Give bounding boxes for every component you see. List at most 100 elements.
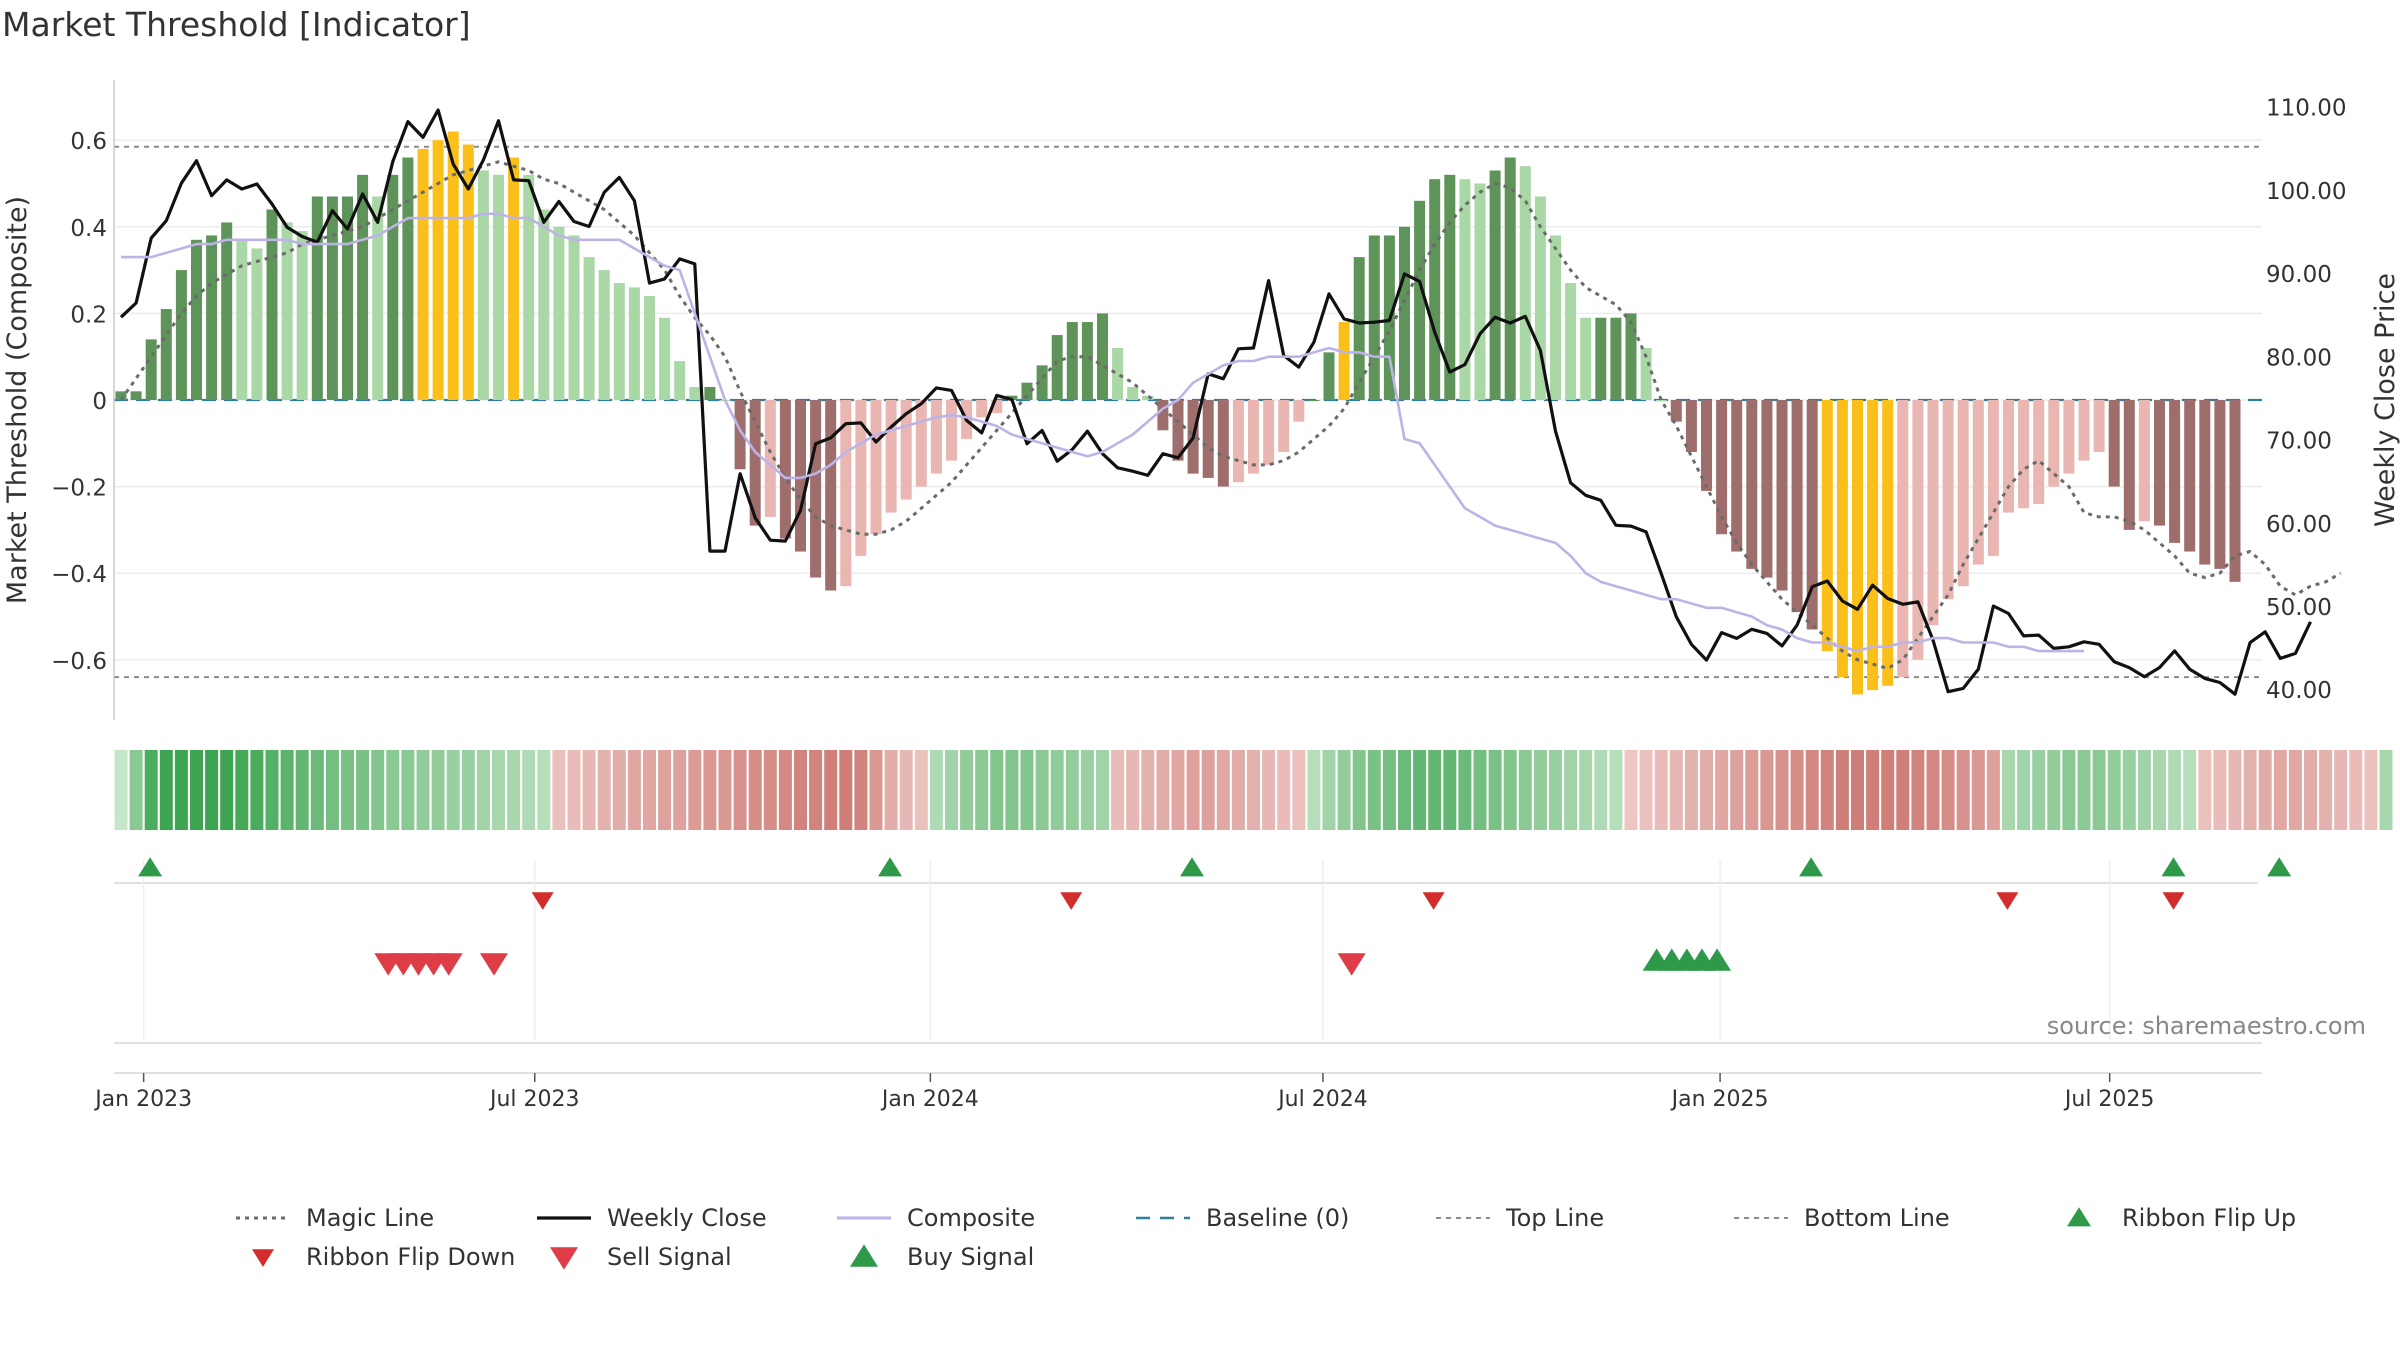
x-tick-label: Jul 2024 bbox=[1276, 1087, 1368, 1112]
legend-swatch bbox=[2067, 1207, 2091, 1227]
composite-bar bbox=[130, 391, 142, 400]
ribbon-cell bbox=[688, 750, 702, 830]
ribbon-cell bbox=[2198, 750, 2212, 830]
ribbon-cell bbox=[114, 750, 128, 830]
composite-bar bbox=[1308, 400, 1320, 401]
legend-entry: Composite bbox=[837, 1204, 1035, 1232]
ribbon-cell bbox=[643, 750, 656, 830]
composite-bar bbox=[1323, 352, 1335, 400]
composite-bar bbox=[825, 400, 837, 591]
ribbon-cell bbox=[1156, 750, 1170, 830]
composite-bar bbox=[1927, 400, 1939, 626]
composite-bar bbox=[1368, 235, 1380, 400]
composite-bar bbox=[281, 222, 293, 400]
ribbon-cell bbox=[673, 750, 687, 830]
ribbon-cell bbox=[824, 750, 838, 830]
legend-label: Buy Signal bbox=[907, 1243, 1034, 1271]
composite-bar bbox=[946, 400, 957, 461]
composite-bar bbox=[175, 270, 187, 400]
ribbon-cell bbox=[839, 750, 853, 830]
axes: −0.6 −0.4 −0.2 0 0.2 0.4 0.6 40.00 50.00 60.00 70.… bbox=[51, 80, 2346, 720]
composite-bar bbox=[1821, 400, 1833, 652]
composite-bar bbox=[1731, 400, 1743, 552]
composite-bar bbox=[1217, 400, 1229, 487]
composite-bar bbox=[1867, 400, 1879, 691]
composite-bar bbox=[387, 174, 399, 400]
ribbon-cell bbox=[2137, 750, 2151, 830]
composite-bar bbox=[1036, 365, 1048, 400]
ribbon-cell bbox=[2032, 750, 2046, 830]
y-left-tick-label: −0.6 bbox=[51, 649, 107, 675]
composite-bar bbox=[447, 131, 459, 401]
ribbon-cell bbox=[341, 750, 354, 830]
sell-signal-marker bbox=[1337, 953, 1366, 976]
ribbon-cell bbox=[1216, 750, 1230, 830]
ribbon-cell bbox=[205, 750, 219, 830]
ribbon-cell bbox=[899, 750, 913, 830]
ribbon-cell bbox=[1458, 750, 1472, 830]
ribbon-cell bbox=[612, 750, 626, 830]
composite-bar bbox=[1263, 400, 1275, 465]
ribbon-cell bbox=[2092, 750, 2106, 830]
ribbon-cell bbox=[1307, 750, 1321, 830]
composite-bar bbox=[2063, 400, 2075, 474]
composite-bar bbox=[221, 222, 233, 400]
ribbon-cell bbox=[1775, 750, 1789, 830]
ribbon-cell bbox=[1971, 750, 1985, 830]
composite-bar bbox=[734, 400, 746, 470]
composite-bar bbox=[145, 339, 157, 400]
x-tick-label: Jan 2025 bbox=[1670, 1087, 1769, 1112]
composite-bar bbox=[1912, 400, 1924, 660]
ribbon-cell bbox=[401, 750, 415, 830]
legend-swatch bbox=[252, 1249, 274, 1267]
ribbon-cell bbox=[1382, 750, 1396, 830]
ribbon-cell bbox=[1820, 750, 1834, 830]
source-note: source: sharemaestro.com bbox=[2047, 1012, 2366, 1040]
composite-bar bbox=[1942, 400, 1954, 600]
ribbon-cell bbox=[1835, 750, 1849, 830]
ribbon-cell bbox=[597, 750, 611, 830]
composite-bar bbox=[1836, 400, 1848, 678]
composite-bar bbox=[1791, 400, 1803, 613]
ribbon-cell bbox=[1367, 750, 1381, 830]
ribbon-cell bbox=[2107, 750, 2121, 830]
ribbon-cell bbox=[1277, 750, 1291, 830]
ribbon-cell bbox=[386, 750, 400, 830]
ribbon-cell bbox=[1398, 750, 1411, 830]
composite-bar bbox=[644, 296, 655, 400]
composite-bar bbox=[704, 387, 716, 400]
composite-bar bbox=[1293, 400, 1305, 422]
composite-bar bbox=[795, 400, 806, 552]
ribbon-cell bbox=[1247, 750, 1260, 830]
ribbon-cell bbox=[1624, 750, 1638, 830]
composite-bar bbox=[1142, 395, 1154, 400]
composite-bar bbox=[372, 196, 384, 400]
ribbon-cell bbox=[567, 750, 581, 830]
composite-bar bbox=[915, 400, 927, 487]
ribbon-cell bbox=[794, 750, 807, 830]
ribbon-cell bbox=[1518, 750, 1532, 830]
composite-bar bbox=[2184, 400, 2196, 552]
x-tick-label: Jul 2025 bbox=[2063, 1087, 2155, 1112]
legend: Magic Line Weekly Close Composite Baseline … bbox=[236, 1204, 2296, 1271]
composite-bar bbox=[749, 400, 761, 526]
legend-label: Weekly Close bbox=[607, 1204, 767, 1232]
y-right-tick-label: 50.00 bbox=[2266, 595, 2332, 621]
composite-bar bbox=[1127, 387, 1139, 400]
composite-line bbox=[121, 212, 2084, 653]
composite-bar bbox=[659, 317, 671, 400]
composite-bar bbox=[991, 400, 1003, 413]
ribbon-cell bbox=[1322, 750, 1336, 830]
ribbon-cell bbox=[1730, 750, 1744, 830]
ribbon-flip-up-marker bbox=[1799, 857, 1824, 877]
y-right-label: Weekly Close Price bbox=[2370, 273, 2400, 527]
ribbon-cell bbox=[1805, 750, 1819, 830]
buy-signal-marker bbox=[1703, 948, 1732, 971]
composite-bar bbox=[689, 387, 701, 400]
y-right-tick-label: 110.00 bbox=[2266, 96, 2346, 122]
ribbon-cell bbox=[174, 750, 188, 830]
ribbon-cell bbox=[1231, 750, 1245, 830]
composite-bar bbox=[1051, 335, 1063, 400]
ribbon-cell bbox=[2213, 750, 2227, 830]
